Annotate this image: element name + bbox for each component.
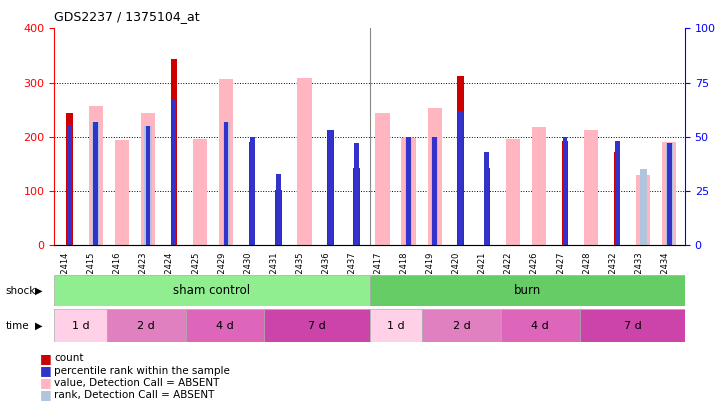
Bar: [107, 309, 185, 342]
Bar: [402, 139, 416, 245]
Bar: [369, 275, 685, 306]
Bar: [67, 126, 72, 245]
Bar: [667, 143, 672, 245]
Bar: [562, 141, 568, 245]
Text: 7 d: 7 d: [308, 321, 326, 330]
Bar: [249, 142, 255, 245]
Bar: [459, 111, 463, 245]
Text: ▶: ▶: [35, 286, 42, 296]
Bar: [66, 113, 73, 245]
Bar: [501, 309, 580, 342]
Bar: [485, 152, 489, 245]
Bar: [431, 136, 438, 245]
Text: value, Detection Call = ABSENT: value, Detection Call = ABSENT: [54, 378, 219, 388]
Text: ■: ■: [40, 364, 51, 377]
Bar: [115, 141, 129, 245]
Text: 7 d: 7 d: [624, 321, 641, 330]
Bar: [636, 175, 650, 245]
Bar: [369, 309, 422, 342]
Bar: [505, 139, 520, 245]
Bar: [662, 142, 676, 245]
Text: 4 d: 4 d: [531, 321, 549, 330]
Text: time: time: [6, 321, 30, 330]
Bar: [223, 122, 230, 245]
Bar: [224, 122, 229, 245]
Bar: [406, 136, 411, 245]
Bar: [250, 136, 255, 245]
Bar: [265, 309, 369, 342]
Bar: [458, 76, 464, 245]
Bar: [376, 113, 390, 245]
Text: count: count: [54, 354, 84, 363]
Bar: [428, 108, 442, 245]
Bar: [640, 169, 647, 245]
Text: 1 d: 1 d: [387, 321, 404, 330]
Bar: [276, 173, 280, 245]
Text: ■: ■: [40, 376, 51, 389]
Text: percentile rank within the sample: percentile rank within the sample: [54, 366, 230, 375]
Bar: [144, 126, 151, 245]
Bar: [532, 127, 546, 245]
Bar: [615, 141, 619, 245]
Bar: [405, 136, 412, 245]
Text: GDS2237 / 1375104_at: GDS2237 / 1375104_at: [54, 10, 200, 23]
Bar: [433, 136, 437, 245]
Bar: [275, 190, 281, 245]
Text: ■: ■: [40, 352, 51, 365]
Bar: [422, 309, 501, 342]
Text: 2 d: 2 d: [137, 321, 155, 330]
Text: ▶: ▶: [35, 321, 42, 330]
Bar: [92, 122, 99, 245]
Bar: [171, 59, 177, 245]
Bar: [580, 309, 685, 342]
Bar: [353, 168, 360, 245]
Bar: [327, 130, 334, 245]
Bar: [297, 78, 311, 245]
Text: 1 d: 1 d: [71, 321, 89, 330]
Bar: [562, 136, 567, 245]
Bar: [219, 79, 234, 245]
Bar: [54, 309, 107, 342]
Bar: [354, 143, 359, 245]
Bar: [54, 275, 369, 306]
Text: 4 d: 4 d: [216, 321, 234, 330]
Bar: [89, 106, 103, 245]
Text: sham control: sham control: [173, 284, 250, 297]
Text: ■: ■: [40, 388, 51, 401]
Text: rank, Detection Call = ABSENT: rank, Detection Call = ABSENT: [54, 390, 214, 400]
Bar: [146, 126, 150, 245]
Text: 2 d: 2 d: [453, 321, 470, 330]
Bar: [94, 122, 98, 245]
Bar: [172, 100, 177, 245]
Bar: [185, 309, 265, 342]
Bar: [484, 168, 490, 245]
Bar: [614, 152, 621, 245]
Text: shock: shock: [6, 286, 36, 296]
Bar: [584, 130, 598, 245]
Bar: [328, 130, 333, 245]
Bar: [665, 143, 673, 245]
Bar: [193, 139, 207, 245]
Bar: [141, 113, 155, 245]
Text: burn: burn: [513, 284, 541, 297]
